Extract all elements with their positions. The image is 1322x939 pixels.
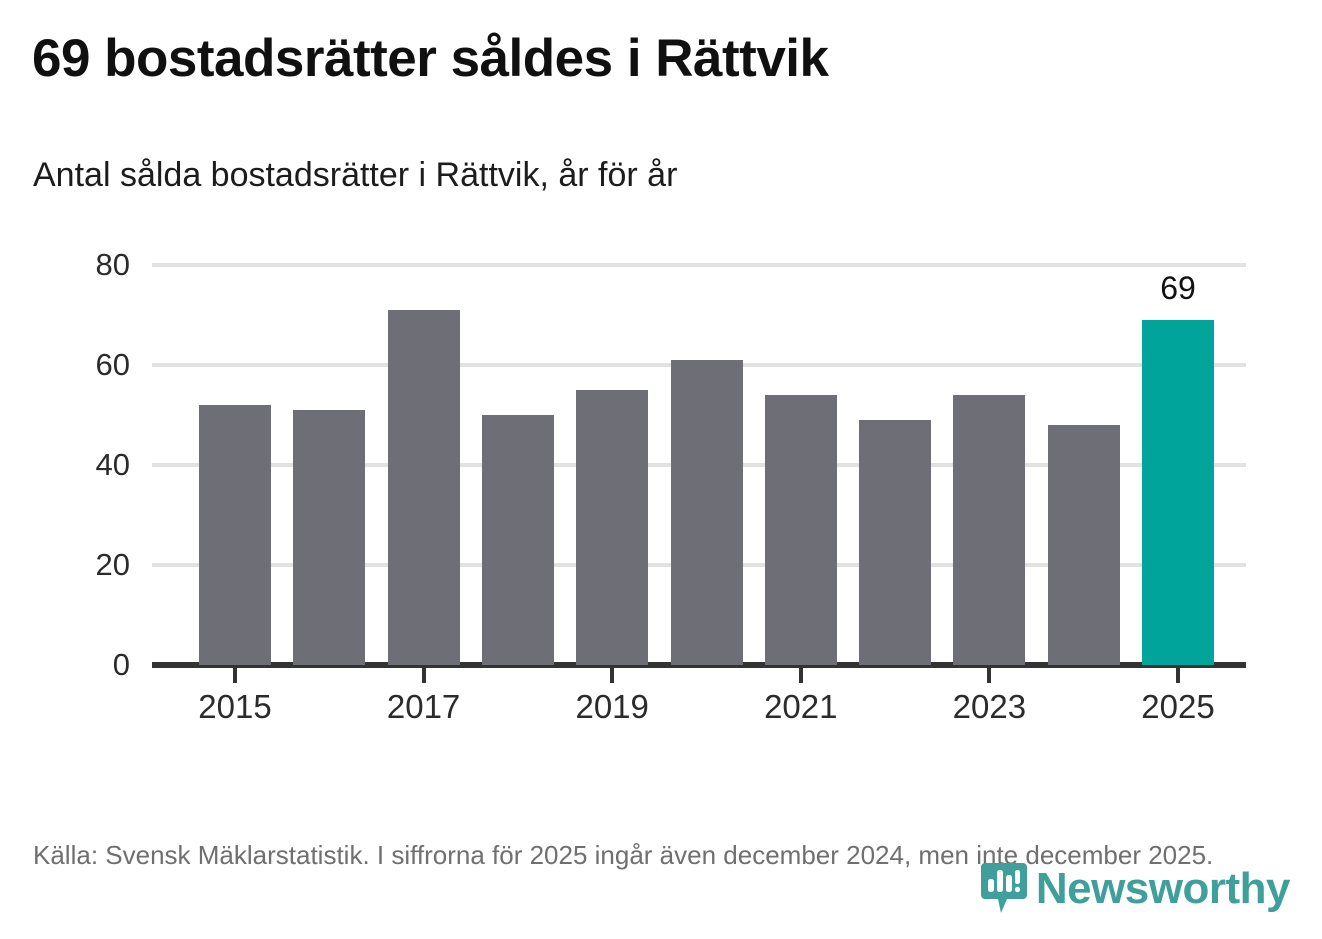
bar-chart: 0 20 40 60 80 69 2015 2017 2019 2021 2023 2025 — [95, 247, 1246, 725]
newsworthy-logo: Newsworthy — [980, 858, 1291, 920]
newsworthy-bars-bubble-icon — [980, 861, 1027, 917]
x-axis-tick-label: 2015 — [198, 688, 272, 725]
gridline — [152, 263, 1246, 267]
bar-2022[interactable] — [859, 420, 932, 665]
bar-2017[interactable] — [387, 310, 460, 665]
y-axis-tick-label: 20 — [95, 547, 130, 582]
bar-2016[interactable] — [293, 410, 366, 665]
y-axis-tick-label: 60 — [95, 347, 130, 382]
x-axis-tick — [421, 668, 426, 683]
y-axis-tick-label: 80 — [95, 247, 130, 282]
page-title: 69 bostadsrätter såldes i Rättvik — [32, 29, 829, 88]
x-axis-tick-label: 2023 — [952, 688, 1027, 725]
x-axis-tick-label: 2017 — [386, 688, 461, 725]
bar-2024[interactable] — [1047, 425, 1120, 665]
bar-value-label: 69 — [1160, 270, 1196, 306]
bar-2021[interactable] — [764, 395, 837, 665]
newsworthy-wordmark: Newsworthy — [1035, 864, 1291, 913]
bar-2018[interactable] — [481, 415, 554, 665]
x-axis-tick — [1176, 668, 1180, 683]
bar-2023[interactable] — [953, 395, 1026, 665]
y-axis-tick-label: 0 — [112, 647, 130, 682]
x-axis-tick — [233, 668, 237, 683]
x-axis-tick — [798, 668, 803, 683]
x-axis-line — [152, 662, 1246, 668]
bar-2015[interactable] — [199, 405, 271, 665]
bar-2025[interactable] — [1142, 320, 1214, 665]
x-axis-tick — [987, 668, 992, 683]
x-axis-tick-label: 2021 — [764, 688, 838, 725]
y-axis-tick-label: 40 — [95, 447, 130, 482]
x-axis-tick — [610, 668, 615, 683]
bar-2019[interactable] — [576, 390, 649, 665]
bar-2020[interactable] — [670, 360, 743, 665]
page-subtitle: Antal sålda bostadsrätter i Rättvik, år … — [33, 156, 678, 194]
x-axis-tick-label: 2025 — [1141, 688, 1215, 725]
x-axis-tick-label: 2019 — [575, 688, 649, 725]
